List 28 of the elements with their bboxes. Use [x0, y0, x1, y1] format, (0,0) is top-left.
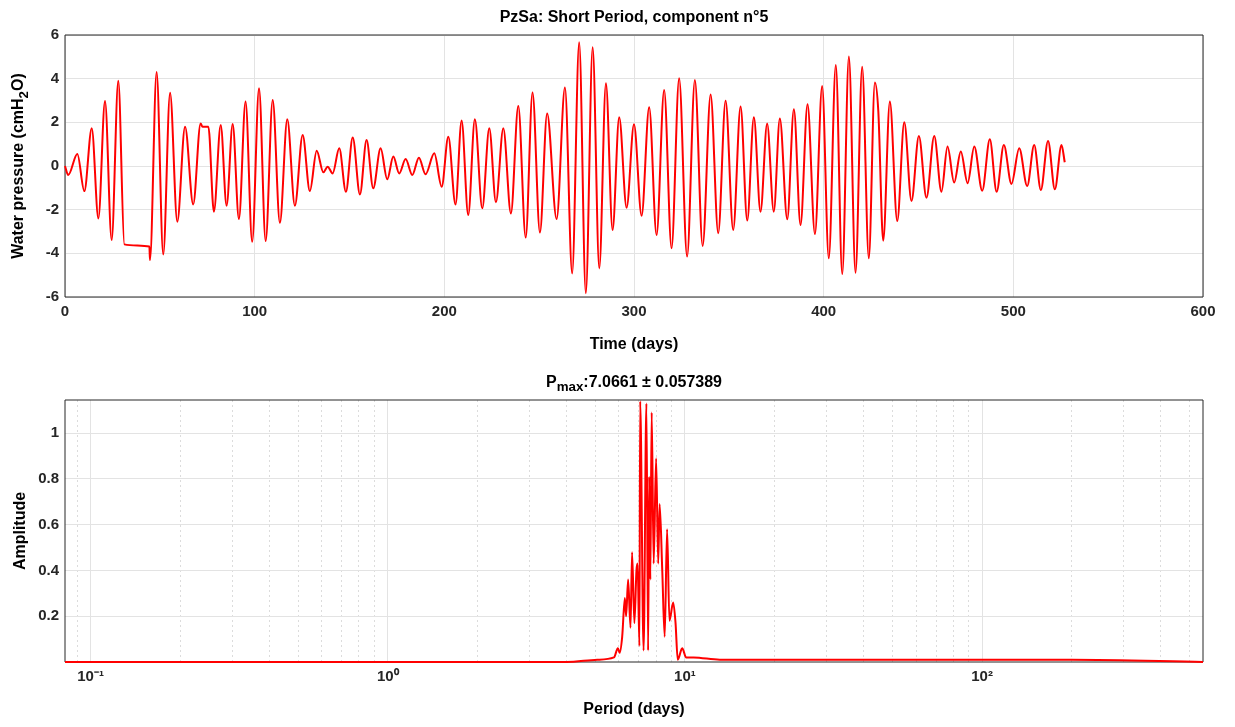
x-axis-title: Period (days) — [582, 700, 686, 718]
x-tick-label: 10¹ — [674, 667, 696, 685]
chart-title: PzSa: Short Period, component n°5 — [498, 8, 770, 26]
y-tick-label: 0.2 — [38, 606, 59, 624]
y-tick-label: -4 — [45, 243, 60, 261]
y-tick-label: -6 — [45, 287, 59, 305]
x-tick-label: 500 — [1000, 302, 1026, 320]
y-tick-label: 0 — [50, 156, 59, 174]
y-tick-label: 1 — [50, 423, 59, 441]
y-tick-label: 0.8 — [38, 469, 59, 487]
y-tick-label: 0.4 — [38, 560, 60, 578]
y-tick-label: 6 — [50, 25, 59, 43]
x-axis-title: Time (days) — [588, 335, 680, 353]
x-tick-label: 10⁻¹ — [77, 667, 104, 685]
x-tick-label: 600 — [1190, 302, 1216, 320]
y-tick-label: 0.6 — [38, 514, 59, 532]
y-tick-label: 2 — [50, 112, 59, 130]
x-tick-label: 10² — [971, 667, 993, 685]
x-tick-label: 10⁰ — [376, 667, 400, 685]
y-axis-title: Amplitude — [11, 491, 29, 571]
x-tick-label: 100 — [242, 302, 268, 320]
x-tick-label: 400 — [811, 302, 837, 320]
x-tick-label: 300 — [621, 302, 647, 320]
x-tick-label: 200 — [431, 302, 457, 320]
line-series — [64, 41, 1066, 295]
y-tick-label: 4 — [50, 68, 60, 86]
y-tick-label: -2 — [45, 199, 59, 217]
chart-title: P$_{max}$:7.0661 ± 0.057389 — [545, 373, 723, 395]
